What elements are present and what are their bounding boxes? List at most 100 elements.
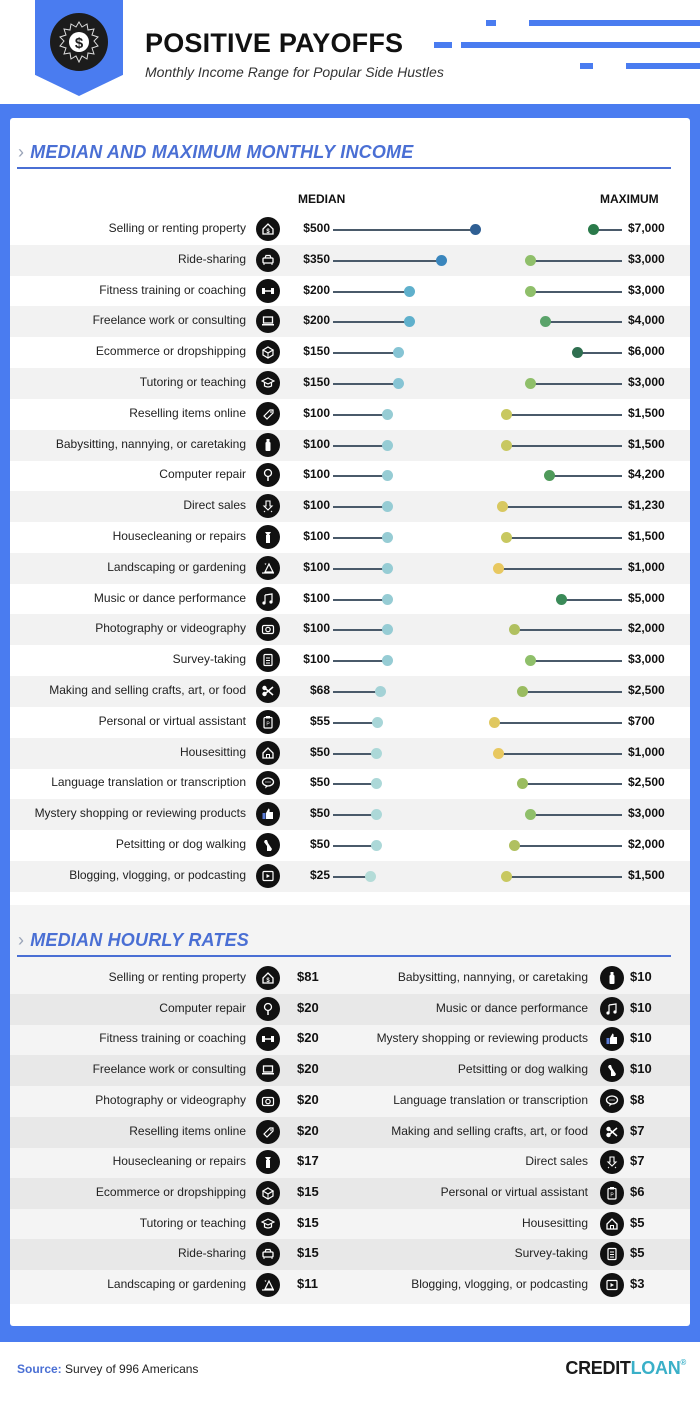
median-dot	[382, 470, 393, 481]
row-label: Petsitting or dog walking	[115, 837, 246, 851]
max-bar	[506, 537, 622, 539]
hourly-label-left: Tutoring or teaching	[139, 1216, 246, 1230]
hourly-label-left: Landscaping or gardening	[107, 1277, 246, 1291]
income-row: Freelance work or consulting $200 $4,000	[10, 306, 690, 337]
median-dot	[371, 748, 382, 759]
decor-bar	[486, 20, 496, 26]
median-value: $200	[303, 283, 330, 297]
median-dot	[436, 255, 447, 266]
max-value: $3,000	[628, 252, 665, 266]
income-row: Blogging, vlogging, or podcasting $25 $1,5…	[10, 861, 690, 892]
row-label: Mystery shopping or reviewing products	[34, 806, 246, 820]
median-value: $350	[303, 252, 330, 266]
hourly-value-left: $15	[297, 1245, 319, 1260]
hourly-label-right: Personal or virtual assistant	[440, 1185, 588, 1199]
hourly-value-left: $81	[297, 969, 319, 984]
hourly-row: Tutoring or teaching $15 Housesitting $5	[10, 1209, 690, 1240]
brand-part1: CREDIT	[565, 1358, 631, 1378]
max-value: $1,000	[628, 745, 665, 759]
median-dot	[393, 378, 404, 389]
max-bar	[561, 599, 622, 601]
hourly-value-left: $20	[297, 1000, 319, 1015]
median-dot	[404, 316, 415, 327]
max-bar	[514, 845, 622, 847]
max-bar	[502, 506, 622, 508]
median-value: $150	[303, 344, 330, 358]
section-title-text: MEDIAN HOURLY RATES	[30, 930, 250, 950]
source-text: Survey of 996 Americans	[65, 1362, 199, 1376]
median-dot	[375, 686, 386, 697]
hourly-value-right: $10	[630, 1000, 652, 1015]
row-label: Language translation or transcription	[51, 775, 246, 789]
decor-bar	[434, 42, 452, 48]
hourly-label-left: Photography or videography	[95, 1093, 246, 1107]
max-dot	[489, 717, 500, 728]
max-bar	[498, 753, 622, 755]
video-play-icon	[256, 864, 280, 888]
max-bar	[530, 383, 622, 385]
hourly-label-right: Mystery shopping or reviewing products	[376, 1031, 588, 1045]
max-value: $4,000	[628, 313, 665, 327]
median-value: $100	[303, 437, 330, 451]
median-bar	[333, 599, 387, 601]
max-value: $3,000	[628, 806, 665, 820]
max-bar	[545, 321, 622, 323]
max-value: $1,500	[628, 529, 665, 543]
max-bar	[506, 445, 622, 447]
car-icon	[256, 1242, 280, 1266]
hourly-value-right: $8	[630, 1092, 645, 1107]
income-row: Babysitting, nannying, or caretaking $100…	[10, 430, 690, 461]
baby-bottle-icon	[600, 966, 624, 990]
median-bar	[333, 229, 475, 231]
max-dot	[493, 748, 504, 759]
box-icon	[256, 340, 280, 364]
row-label: Computer repair	[159, 467, 246, 481]
median-bar	[333, 414, 387, 416]
row-label: Ride-sharing	[177, 252, 246, 266]
arrow-down-icon	[600, 1150, 624, 1174]
median-bar	[333, 691, 380, 693]
hourly-label-left: Ecommerce or dropshipping	[95, 1185, 246, 1199]
hourly-value-left: $17	[297, 1153, 319, 1168]
row-label: Direct sales	[183, 498, 246, 512]
median-bar	[333, 660, 387, 662]
income-row: Music or dance performance $100 $5,000	[10, 584, 690, 615]
wrench-icon	[256, 463, 280, 487]
hourly-label-right: Blogging, vlogging, or podcasting	[411, 1277, 588, 1291]
page-title: POSITIVE PAYOFFS	[145, 28, 404, 58]
median-dot	[382, 532, 393, 543]
income-row: Fitness training or coaching $200 $3,000	[10, 276, 690, 307]
spray-bottle-icon	[256, 525, 280, 549]
median-value: $100	[303, 467, 330, 481]
hourly-value-right: $10	[630, 969, 652, 984]
max-value: $6,000	[628, 344, 665, 358]
median-bar	[333, 722, 377, 724]
speech-bubble-icon	[600, 1089, 624, 1113]
median-bar	[333, 845, 376, 847]
hourly-row: Landscaping or gardening * $11 Blogging, vl…	[10, 1270, 690, 1301]
median-dot	[382, 655, 393, 666]
income-row: Language translation or transcription $50…	[10, 768, 690, 799]
baby-bottle-icon	[256, 433, 280, 457]
max-dot	[501, 440, 512, 451]
max-bar	[514, 629, 622, 631]
hourly-label-left: Selling or renting property	[108, 970, 246, 984]
decor-bar	[529, 20, 700, 26]
source-label: Source:	[17, 1362, 62, 1376]
max-bar	[549, 475, 622, 477]
max-value: $2,000	[628, 837, 665, 851]
max-dot	[497, 501, 508, 512]
max-dot	[525, 809, 536, 820]
tag-icon	[256, 1120, 280, 1144]
camera-icon	[256, 1089, 280, 1113]
max-value: $1,500	[628, 406, 665, 420]
row-label: Blogging, vlogging, or podcasting	[69, 868, 246, 882]
income-row: Mystery shopping or reviewing products $5…	[10, 799, 690, 830]
median-value: $68	[309, 683, 330, 697]
hourly-value-right: $7	[630, 1123, 645, 1138]
hourly-row: Photography or videography $20 Language tr…	[10, 1086, 690, 1117]
income-row: Survey-taking $100 $3,000	[10, 645, 690, 676]
hourly-label-left: Computer repair	[159, 1001, 246, 1015]
max-dot	[517, 686, 528, 697]
col-header-maximum: MAXIMUM	[600, 192, 659, 206]
